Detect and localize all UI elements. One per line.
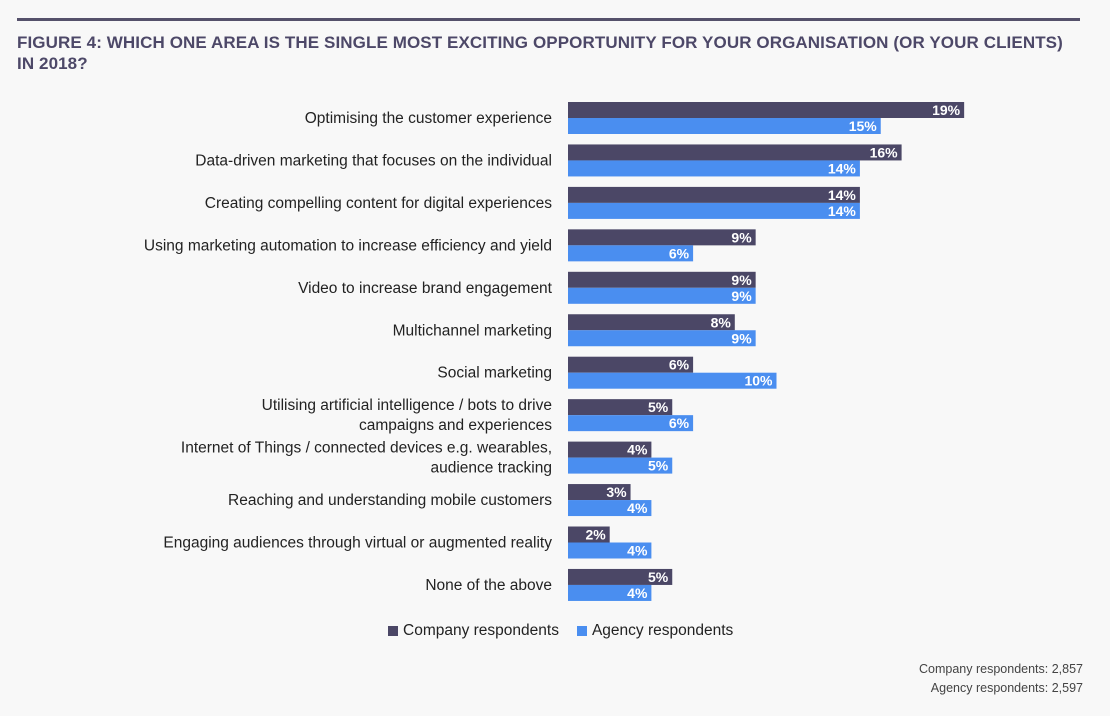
bar-value-label-company: 6% <box>669 357 690 373</box>
bar-value-label-company: 9% <box>731 272 752 288</box>
bar-company <box>568 271 756 288</box>
bar-value-label-company: 16% <box>870 144 899 160</box>
bar-agency <box>568 160 860 177</box>
bar-value-label-agency: 9% <box>731 288 752 304</box>
bar-chart: Optimising the customer experience 19% 15%… <box>144 102 965 601</box>
category-label: Creating compelling content for digital … <box>205 195 552 212</box>
respondent-notes: Company respondents: 2,857 Agency respon… <box>919 660 1083 698</box>
bar-agency <box>568 500 652 517</box>
category-label: Video to increase brand engagement <box>298 280 553 297</box>
category-label: Optimising the customer experience <box>305 110 552 127</box>
bar-company <box>568 102 965 118</box>
category-label: Engaging audiences through virtual or au… <box>163 535 552 552</box>
bar-value-label-company: 9% <box>731 229 752 245</box>
bar-agency <box>568 202 860 219</box>
bar-agency <box>568 542 652 559</box>
bar-value-label-agency: 9% <box>731 330 752 346</box>
bar-value-label-agency: 6% <box>669 415 690 431</box>
bar-company <box>568 314 735 331</box>
bar-value-label-agency: 4% <box>627 543 648 559</box>
bar-value-label-agency: 14% <box>828 160 857 176</box>
bar-company <box>568 484 631 501</box>
bar-agency <box>568 372 777 389</box>
legend-swatch-company <box>388 626 398 636</box>
category-label: Internet of Things / connected devices e… <box>181 440 552 477</box>
chart-title: FIGURE 4: WHICH ONE AREA IS THE SINGLE M… <box>17 33 1063 73</box>
category-label: Social marketing <box>437 365 552 382</box>
bar-value-label-company: 8% <box>711 314 732 330</box>
bar-company <box>568 526 610 543</box>
category-label: Data-driven marketing that focuses on th… <box>195 152 552 169</box>
bar-value-label-agency: 4% <box>627 500 648 516</box>
bar-company <box>568 356 694 373</box>
legend: Company respondents Agency respondents <box>388 622 751 640</box>
category-label: Using marketing automation to increase e… <box>144 237 552 254</box>
bar-company <box>568 229 756 246</box>
bar-value-label-agency: 14% <box>828 203 857 219</box>
bar-value-label-agency: 4% <box>627 585 648 601</box>
bar-value-label-company: 14% <box>828 187 857 203</box>
category-label: Multichannel marketing <box>393 322 552 339</box>
bar-value-label-agency: 5% <box>648 458 669 474</box>
legend-swatch-agency <box>576 626 587 636</box>
legend-item-agency: Agency respondents <box>576 622 734 640</box>
bar-company <box>568 144 902 161</box>
company-count-note: Company respondents: 2,857 <box>919 662 1083 676</box>
bar-agency <box>568 287 756 304</box>
bar-value-label-agency: 15% <box>849 118 878 134</box>
category-label: Utilising artificial intelligence / bots… <box>262 397 553 434</box>
legend-label-company: Company respondents <box>403 622 559 639</box>
bar-agency <box>568 584 652 601</box>
bar-value-label-company: 4% <box>627 442 648 458</box>
legend-item-company: Company respondents <box>388 622 559 640</box>
category-label: Reaching and understanding mobile custom… <box>228 492 552 509</box>
bar-value-label-agency: 10% <box>744 373 773 389</box>
bar-value-label-company: 3% <box>606 484 627 500</box>
agency-count-note: Agency respondents: 2,597 <box>930 681 1083 695</box>
category-label: None of the above <box>425 577 552 594</box>
bar-company <box>568 186 860 203</box>
bar-agency <box>568 457 673 474</box>
top-rule <box>17 18 1080 21</box>
bar-value-label-company: 19% <box>932 102 961 118</box>
bar-value-label-agency: 6% <box>669 245 690 261</box>
bar-value-label-company: 5% <box>648 569 669 585</box>
bar-company <box>568 399 673 416</box>
bar-agency <box>568 330 756 347</box>
legend-label-agency: Agency respondents <box>591 622 734 639</box>
bar-company <box>568 441 652 458</box>
bar-agency <box>568 415 694 432</box>
bar-company <box>568 568 673 585</box>
bar-value-label-company: 5% <box>648 399 669 415</box>
bar-agency <box>568 118 881 134</box>
bar-agency <box>568 245 694 262</box>
bar-value-label-company: 2% <box>585 527 606 543</box>
